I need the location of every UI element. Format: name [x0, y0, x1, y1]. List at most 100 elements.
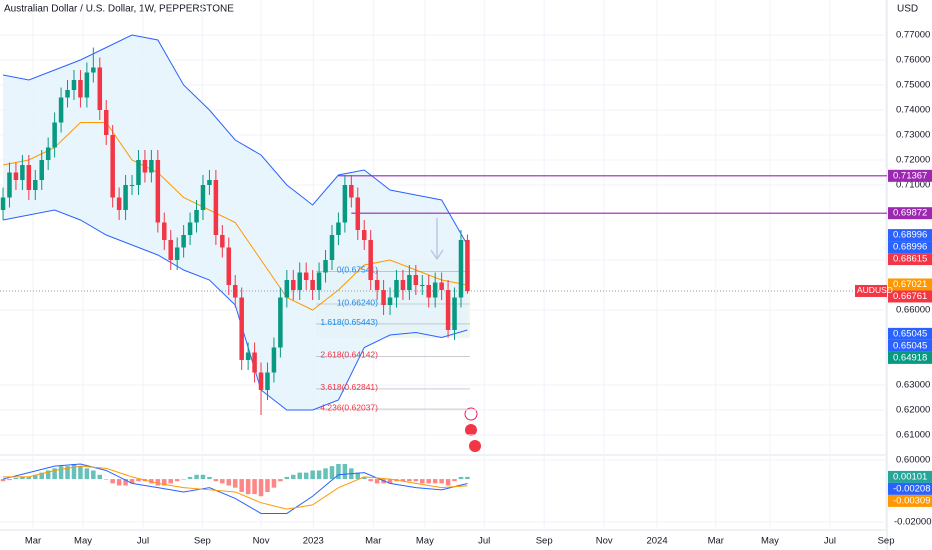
price-label: 0.68996 [893, 230, 927, 241]
x-tick-label: Mar [708, 536, 724, 547]
band-basis [2, 122, 468, 311]
candle-body [194, 210, 199, 223]
candle-body [271, 347, 277, 373]
x-tick-label: May [74, 536, 92, 547]
price-label: 0.69872 [893, 208, 927, 219]
macd-histogram-bar [400, 479, 406, 482]
macd-histogram-bar [329, 466, 335, 480]
price-label-box [888, 290, 932, 303]
macd-histogram-bar [91, 470, 96, 480]
x-tick-label: Sep [878, 536, 895, 547]
candle-body [232, 285, 238, 298]
macd-histogram-bar [26, 476, 32, 480]
candle-body [297, 272, 302, 290]
price-label: 0.66761 [893, 291, 927, 302]
y-tick-label: 0.71000 [896, 180, 930, 191]
candle-body [110, 135, 115, 198]
price-label-box [888, 482, 932, 495]
event-icon[interactable] [469, 440, 481, 452]
macd-histogram-bar [323, 468, 328, 480]
candle-body [155, 160, 161, 223]
candle-body [239, 297, 244, 360]
macd-histogram-bar [374, 479, 380, 484]
macd-histogram-bar [0, 479, 6, 482]
candle-body [336, 222, 341, 235]
candle-body [303, 272, 309, 280]
candle-body [381, 290, 386, 305]
price-label: 0.71367 [893, 170, 927, 181]
macd-histogram-bar [310, 470, 315, 480]
macd-histogram-bar [265, 479, 270, 492]
y-tick-label: 0.61000 [896, 430, 930, 441]
candle-body [181, 235, 186, 248]
candle-body [168, 240, 173, 260]
candle-body [310, 280, 315, 290]
price-label-box [888, 207, 932, 220]
candle-body [174, 247, 180, 260]
macd-histogram-bar [39, 472, 44, 480]
candle-body [329, 235, 335, 260]
macd-histogram-bar [220, 479, 225, 484]
x-tick-label: Jul [478, 536, 490, 547]
candle-body [123, 185, 128, 210]
candle-body [452, 297, 457, 330]
y-tick-label: 0.60000 [896, 455, 930, 466]
candle-body [349, 185, 354, 198]
macd-histogram-bar [387, 479, 393, 484]
candle-body [420, 285, 425, 286]
macd-histogram-bar [226, 479, 232, 486]
macd-histogram-bar [297, 472, 302, 480]
price-label-box [888, 278, 932, 291]
price-label-box [888, 351, 932, 364]
macd-histogram-bar [258, 479, 264, 497]
candle-body [65, 90, 70, 98]
price-label: 0.00101 [893, 471, 927, 482]
price-label: 0.68996 [893, 242, 927, 253]
x-tick-label: 2024 [646, 536, 667, 547]
macd-histogram-bar [78, 466, 83, 480]
candle-body [368, 240, 373, 280]
candle-body [13, 172, 19, 180]
macd-histogram-bar [432, 479, 438, 484]
price-label: 0.65045 [893, 340, 927, 351]
macd-histogram-bar [71, 464, 77, 480]
price-label: -0.00309 [893, 495, 931, 506]
event-icon[interactable] [465, 424, 477, 436]
price-label: -0.00208 [893, 483, 931, 494]
candle-body [394, 280, 399, 298]
candle-body [20, 165, 25, 180]
candle-body [33, 180, 38, 190]
macd-histogram-bar [426, 479, 431, 484]
candle-body [445, 290, 451, 330]
candle-body [355, 197, 361, 230]
candle-body [265, 372, 270, 390]
candle-body [316, 272, 322, 290]
macd-histogram-bar [162, 479, 167, 486]
event-icon[interactable] [464, 407, 478, 421]
macd-histogram-bar [7, 479, 12, 481]
macd-histogram-bar [103, 479, 109, 480]
candle-body [213, 180, 219, 235]
macd-histogram-bar [200, 474, 206, 480]
candle-body [342, 185, 348, 223]
macd-histogram-bar [445, 479, 451, 486]
macd-histogram-bar [278, 479, 283, 482]
candle-body [252, 352, 257, 373]
price-label-box [888, 229, 932, 242]
macd-histogram-bar [207, 476, 212, 480]
candle-body [465, 240, 470, 291]
macd-histogram-bar [116, 479, 122, 486]
symbol-label-box [855, 284, 887, 297]
candle-body [245, 352, 251, 360]
macd-histogram-bar [291, 474, 296, 480]
candle-body [91, 67, 96, 73]
candle-body [432, 282, 438, 298]
candle-body [207, 180, 212, 185]
candle-body [136, 160, 141, 185]
macd-histogram-bar [284, 476, 290, 480]
candle-body [374, 280, 380, 290]
x-tick-label: May [761, 536, 779, 547]
x-tick-label: Nov [596, 536, 613, 547]
candle-body [278, 297, 283, 348]
